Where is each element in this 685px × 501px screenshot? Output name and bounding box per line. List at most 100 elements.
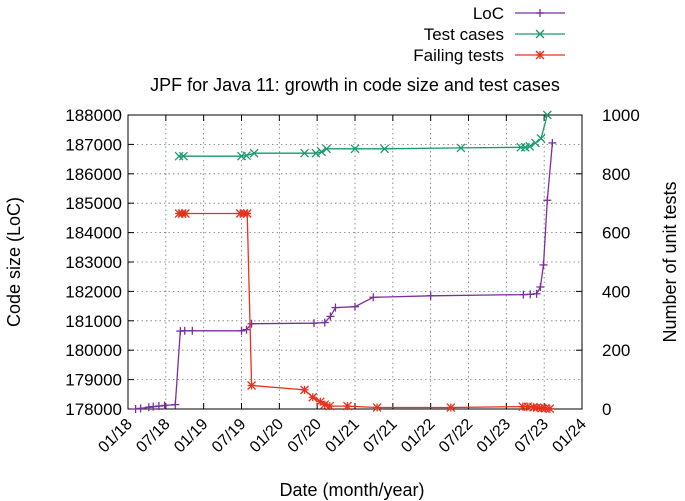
- x-tick-label: 01/22: [398, 416, 438, 456]
- data-point: [516, 142, 526, 152]
- y-tick-label: 183000: [65, 253, 122, 272]
- y-tick-label: 181000: [65, 312, 122, 331]
- y-tick-label: 185000: [65, 194, 122, 213]
- legend-label: Failing tests: [413, 46, 504, 65]
- series-line: [135, 142, 554, 410]
- data-point: [179, 151, 188, 161]
- x-tick-label: 07/20: [285, 416, 325, 456]
- y-tick-label: 182000: [65, 282, 122, 301]
- legend-item: LoC: [473, 4, 565, 23]
- data-point: [536, 134, 546, 143]
- series-layer: [131, 110, 557, 414]
- data-point: [525, 141, 535, 151]
- legend: LoC Test cases Failing tests: [413, 4, 565, 65]
- data-point: [380, 144, 390, 154]
- data-point: [532, 289, 541, 298]
- x-tick-label: 07/21: [360, 416, 400, 456]
- data-point: [242, 151, 252, 161]
- x-tick-label: 01/19: [171, 416, 211, 456]
- y2-axis-label: Number of unit tests: [660, 181, 680, 342]
- data-point: [180, 326, 189, 335]
- data-point: [331, 303, 340, 312]
- x-tick-label: 01/18: [95, 416, 135, 456]
- data-point: [456, 143, 466, 153]
- x-tick-label: 01/20: [247, 416, 287, 456]
- data-point: [369, 293, 378, 302]
- data-point: [174, 151, 184, 161]
- data-point: [350, 144, 360, 154]
- data-point: [372, 403, 382, 412]
- legend-item: Test cases: [424, 25, 565, 44]
- data-point: [542, 110, 552, 120]
- data-point: [308, 392, 318, 402]
- data-point: [342, 401, 352, 411]
- y-tick-label: 188000: [65, 106, 122, 125]
- y2-tick-label: 800: [602, 165, 630, 184]
- y-tick-label: 178000: [65, 400, 122, 419]
- y2-tick-label: 400: [602, 282, 630, 301]
- data-point: [519, 290, 528, 299]
- y-tick-label: 179000: [65, 371, 122, 390]
- data-point: [242, 209, 252, 218]
- data-point: [325, 401, 335, 411]
- data-point: [249, 148, 259, 158]
- grid: [128, 115, 582, 409]
- data-point: [237, 326, 246, 335]
- legend-marker: [536, 9, 544, 17]
- data-point: [322, 144, 332, 154]
- legend-marker: [535, 50, 545, 60]
- series-line: [179, 114, 548, 157]
- data-point: [180, 209, 190, 218]
- data-point: [247, 381, 257, 390]
- axes: 01/1807/1801/1907/1901/2007/2001/2107/21…: [65, 106, 640, 456]
- data-point: [548, 138, 557, 147]
- data-point: [171, 400, 180, 409]
- data-point: [351, 302, 359, 311]
- x-tick-label: 07/22: [436, 416, 476, 456]
- legend-marker: [535, 29, 545, 39]
- data-point: [242, 325, 251, 334]
- x-tick-label: 07/18: [133, 416, 173, 456]
- data-point: [247, 319, 256, 328]
- x-tick-label: 01/21: [322, 416, 362, 456]
- data-point: [160, 401, 169, 410]
- series-test-cases: [174, 110, 552, 161]
- data-point: [300, 148, 310, 158]
- y-tick-label: 187000: [65, 135, 122, 154]
- data-point: [536, 282, 545, 291]
- x-tick-label: 07/19: [209, 416, 249, 456]
- legend-item: Failing tests: [413, 46, 565, 65]
- data-point: [310, 319, 319, 328]
- data-point: [326, 312, 335, 321]
- data-point: [311, 148, 321, 158]
- data-point: [320, 318, 329, 327]
- y2-tick-label: 200: [602, 341, 630, 360]
- series-loc: [131, 138, 557, 413]
- y2-tick-label: 0: [602, 400, 611, 419]
- y-tick-label: 180000: [65, 341, 122, 360]
- data-point: [188, 326, 197, 335]
- legend-label: LoC: [473, 4, 504, 23]
- legend-label: Test cases: [424, 25, 504, 44]
- data-point: [426, 291, 435, 300]
- y-tick-label: 186000: [65, 165, 122, 184]
- data-point: [545, 404, 555, 414]
- y-axis-label: Code size (LoC): [4, 197, 24, 327]
- y2-tick-label: 1000: [602, 106, 640, 125]
- data-point: [539, 260, 548, 269]
- data-point: [543, 196, 552, 205]
- data-point: [136, 404, 145, 413]
- x-tick-label: 07/23: [512, 416, 552, 456]
- data-point: [317, 147, 327, 157]
- series-failing-tests: [174, 209, 555, 414]
- series-line: [179, 212, 550, 410]
- data-point: [446, 403, 456, 412]
- y-tick-label: 184000: [65, 224, 122, 243]
- data-point: [320, 400, 330, 410]
- x-tick-label: 01/24: [549, 416, 589, 456]
- data-point: [530, 138, 540, 148]
- x-tick-label: 01/23: [474, 416, 514, 456]
- chart-title: JPF for Java 11: growth in code size and…: [150, 75, 560, 95]
- data-point: [300, 385, 310, 395]
